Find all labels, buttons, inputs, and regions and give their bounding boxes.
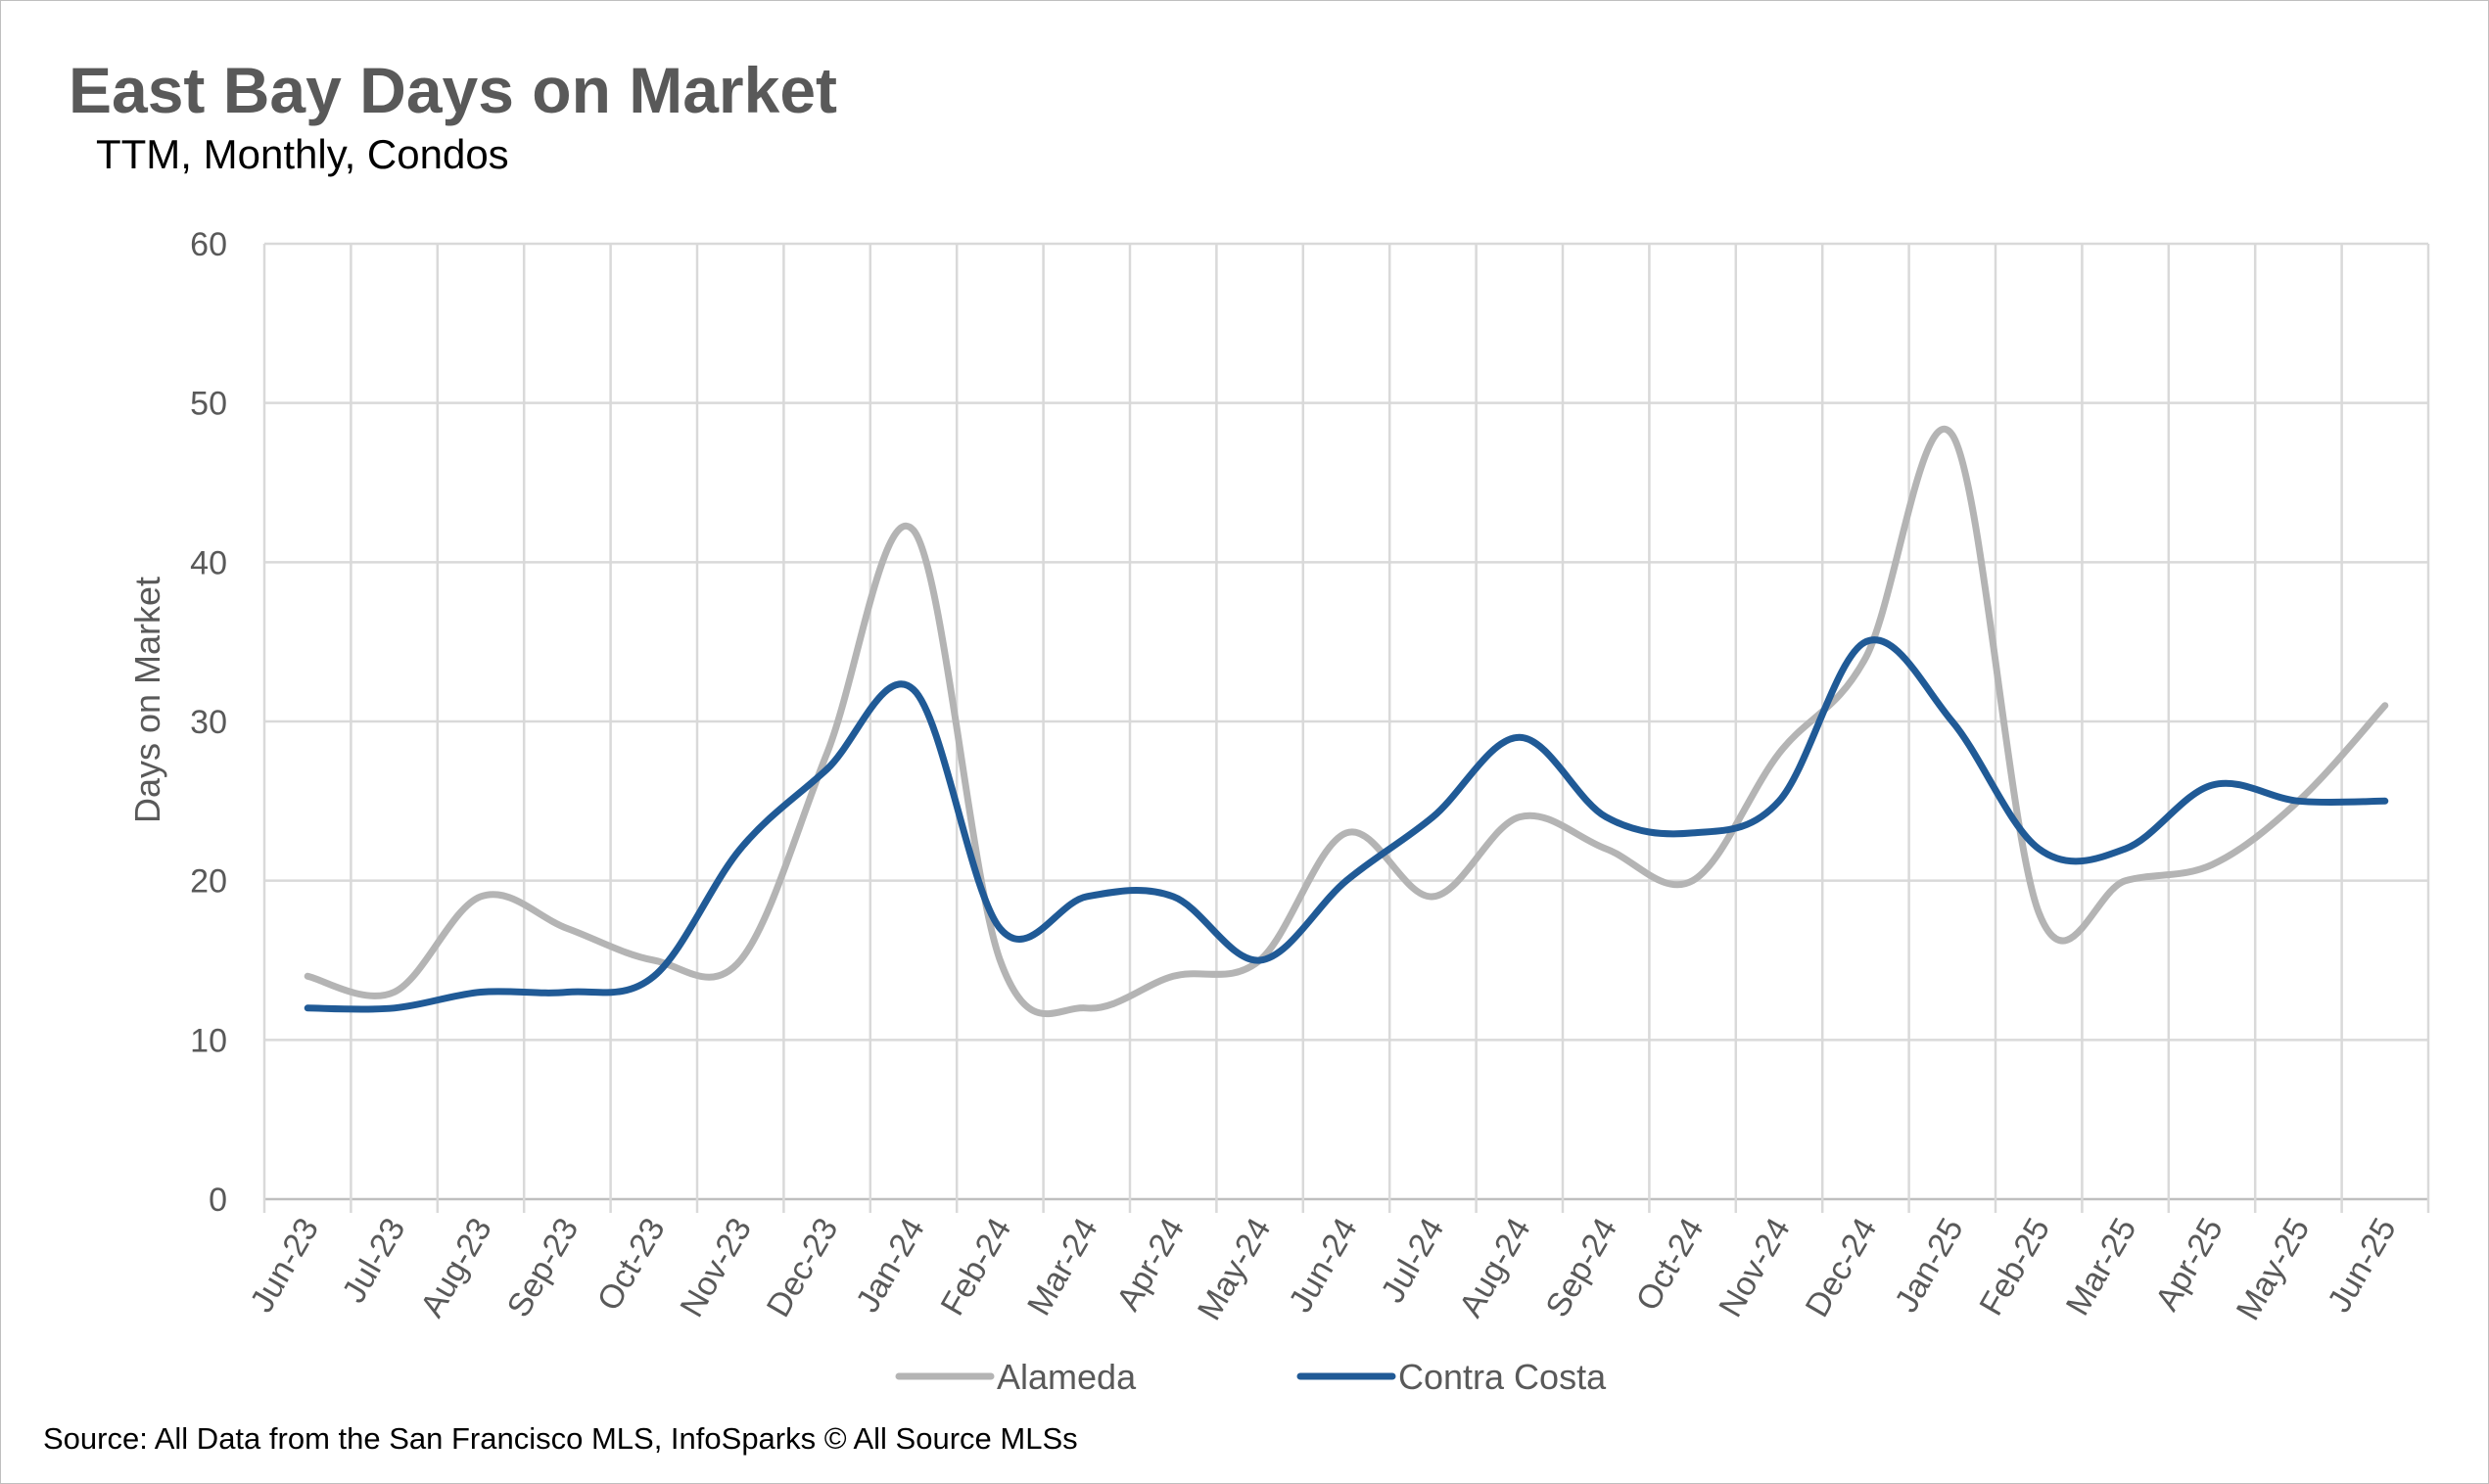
x-tick-label: Apr-25 [2148,1212,2231,1317]
x-axis: Jun-23 Jul-23 Aug-23 Sep-23 Oct-23 Nov-23 Dec-… [243,1212,2403,1326]
y-tick-label: 20 [190,863,227,901]
x-tick-label: Nov-24 [1712,1212,1798,1323]
chart-subtitle: TTM, Monthly, Condos [96,131,509,177]
x-tick-label: Aug-23 [413,1212,499,1323]
series-line-contra-costa [304,636,2389,1013]
x-tick-label: Oct-23 [590,1212,673,1317]
y-axis: 0 10 20 30 40 50 60 [190,226,227,1219]
x-tick-label: Jun-24 [1282,1212,1365,1319]
series-lines [304,425,2389,1018]
chart-title: East Bay Days on Market [69,54,837,126]
legend-item: Contra Costa [1296,1357,1607,1397]
x-tick-label: Oct-24 [1629,1212,1712,1317]
y-tick-label: 0 [209,1182,227,1219]
y-axis-label: Days on Market [127,577,167,823]
x-tick-label: Feb-25 [1972,1212,2057,1322]
legend-label: Alameda [997,1357,1137,1397]
x-tick-label: Jan-25 [1888,1212,1971,1319]
x-tick-label: Jun-25 [2321,1212,2404,1319]
y-tick-label: 60 [190,226,227,263]
y-tick-label: 40 [190,544,227,581]
x-tick-label: Dec-24 [1799,1212,1885,1323]
x-tick-label: Sep-23 [500,1212,587,1323]
x-tick-label: May-24 [1191,1212,1279,1326]
y-tick-label: 10 [190,1022,227,1059]
gridlines [262,242,2430,1213]
x-tick-label: Aug-24 [1452,1212,1538,1323]
x-tick-label: Mar-25 [2059,1212,2144,1322]
source-note: Source: All Data from the San Francisco … [43,1421,1078,1456]
x-tick-label: Dec-23 [760,1212,846,1323]
x-tick-label: Sep-24 [1538,1212,1624,1323]
x-tick-label: May-25 [2230,1212,2318,1326]
x-tick-label: Nov-23 [673,1212,759,1323]
legend: Alameda Contra Costa [895,1357,1607,1397]
legend-item: Alameda [895,1357,1137,1397]
y-tick-label: 30 [190,704,227,741]
legend-label: Contra Costa [1398,1357,1607,1397]
x-tick-label: Apr-24 [1109,1212,1192,1317]
x-tick-label: Jun-23 [243,1212,326,1319]
y-tick-label: 50 [190,386,227,423]
series-line-alameda [304,425,2389,1018]
x-tick-label: Jan-24 [849,1212,932,1319]
x-tick-label: Jul-24 [1374,1212,1451,1309]
x-tick-label: Feb-24 [934,1212,1019,1322]
x-tick-label: Mar-24 [1020,1212,1105,1322]
x-tick-label: Jul-23 [335,1212,412,1309]
